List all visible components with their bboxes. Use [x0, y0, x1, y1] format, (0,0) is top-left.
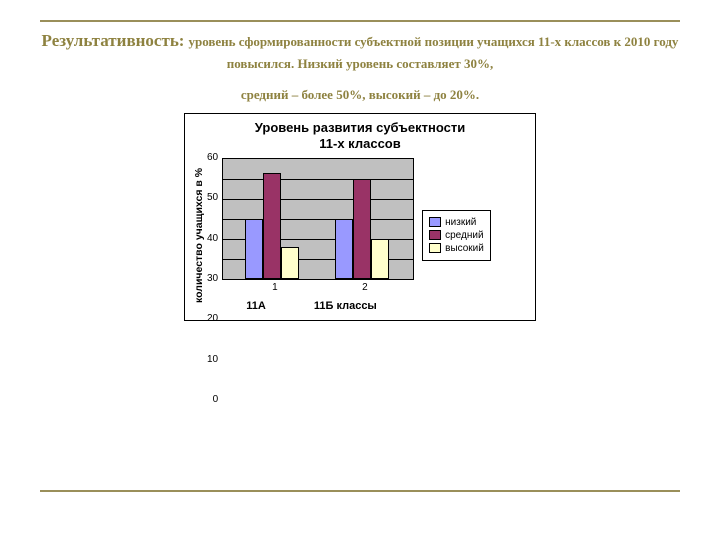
legend-item: высокий	[429, 243, 484, 254]
slide: Результативность: уровень сформированнос…	[0, 0, 720, 540]
plot-row: 6050403020100	[207, 158, 416, 280]
gridline	[223, 199, 413, 200]
legend: низкий средний высокий	[422, 210, 491, 261]
chart-title-line2: 11-х классов	[319, 136, 400, 151]
plot-column: 6050403020100 12 11А 11Б классы	[207, 158, 416, 312]
heading-lead: Результативность:	[42, 31, 185, 50]
gridline	[223, 179, 413, 180]
y-ticks: 6050403020100	[207, 158, 222, 280]
chart-title: Уровень развития субъектности 11-х класс…	[191, 120, 529, 153]
heading: Результативность: уровень сформированнос…	[40, 30, 680, 75]
legend-swatch	[429, 230, 441, 240]
chart-title-line1: Уровень развития субъектности	[255, 120, 465, 135]
legend-label: низкий	[445, 217, 476, 228]
x-caption-right: 11Б классы	[314, 300, 377, 312]
legend-item: средний	[429, 230, 484, 241]
legend-item: низкий	[429, 217, 484, 228]
legend-swatch	[429, 243, 441, 253]
separator-top	[40, 20, 680, 22]
heading-rest: уровень сформированности субъектной пози…	[188, 34, 678, 71]
x-axis-caption: 11А 11Б классы	[207, 300, 416, 312]
legend-label: высокий	[445, 243, 484, 254]
bar	[263, 173, 281, 279]
bar	[245, 219, 263, 279]
x-ticks: 12	[226, 282, 416, 294]
bar	[335, 219, 353, 279]
bar	[371, 239, 389, 279]
x-tick-label: 2	[362, 282, 368, 293]
legend-label: средний	[445, 230, 483, 241]
plot-area	[222, 158, 414, 280]
separator-bottom	[40, 490, 680, 492]
heading-subline: средний – более 50%, высокий – до 20%.	[40, 87, 680, 103]
bar	[353, 179, 371, 279]
x-caption-left: 11А	[246, 300, 266, 312]
chart-container: Уровень развития субъектности 11-х класс…	[184, 113, 536, 322]
bar	[281, 247, 299, 279]
chart-body: количество учащихся в % 6050403020100 12…	[191, 158, 529, 312]
x-tick-label: 1	[272, 282, 278, 293]
legend-swatch	[429, 217, 441, 227]
y-axis-label: количество учащихся в %	[191, 158, 207, 312]
